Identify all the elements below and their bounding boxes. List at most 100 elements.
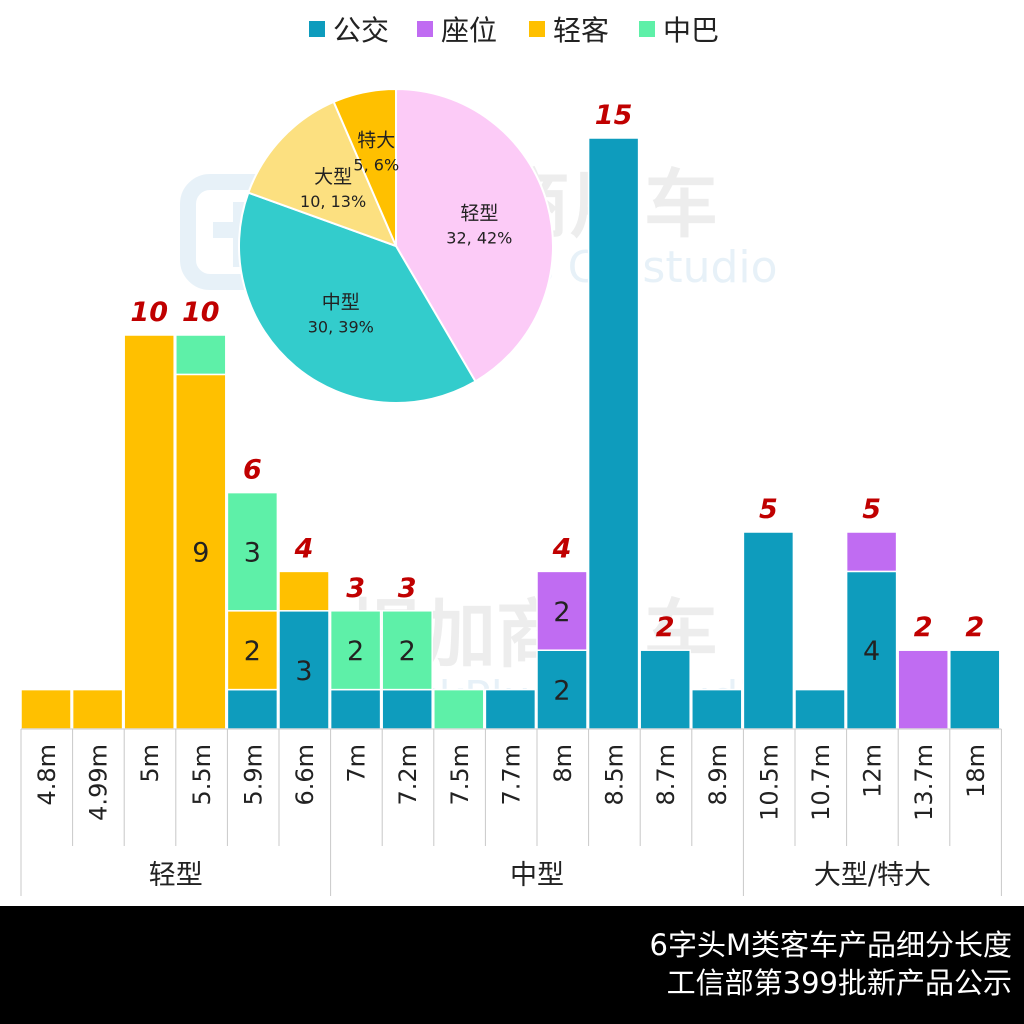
pie-slice-label: 轻型	[460, 202, 498, 224]
bar-segment	[536, 570, 588, 651]
bar-segment	[639, 649, 691, 730]
chart: 提加商用车TruckPlus CV studio提加商用车TruckPlus C…	[20, 14, 1002, 896]
bar-segment	[536, 649, 588, 730]
footer-subtitle: 工信部第399批新产品公示	[666, 966, 1012, 1000]
legend-item: 座位	[417, 14, 497, 47]
bar-segment	[226, 610, 279, 691]
total-label: 2	[914, 612, 933, 643]
x-tick-label: 4.8m	[33, 744, 61, 806]
legend-item: 公交	[309, 14, 389, 47]
pie-slice-value: 32, 42%	[446, 228, 512, 247]
bar-segment	[329, 610, 382, 691]
footer-title: 6字头M类客车产品细分长度	[649, 928, 1012, 962]
x-tick-label: 7.5m	[446, 744, 474, 806]
x-tick-label: 8m	[549, 744, 577, 783]
x-tick-label: 8.9m	[704, 744, 732, 806]
segment-label: 2	[347, 636, 364, 667]
total-label: 6	[243, 455, 262, 486]
total-label: 2	[965, 612, 984, 643]
legend-label: 中巴	[663, 14, 719, 47]
total-label: 5	[862, 494, 881, 525]
bar-segment	[278, 570, 330, 612]
bar-segment	[329, 688, 382, 730]
pie-slice	[247, 100, 398, 248]
segment-label: 2	[399, 636, 416, 667]
x-tick-label: 4.99m	[85, 744, 113, 821]
legend: 公交 座位 轻客 中巴	[309, 14, 719, 47]
pie-slice-value: 5, 6%	[353, 156, 399, 175]
x-tick-label: 10.5m	[755, 744, 783, 821]
legend-swatch	[417, 21, 433, 37]
x-tick-label: 6.6m	[291, 744, 319, 806]
segment-label: 3	[244, 538, 261, 569]
x-axis: 4.8m 4.99m 5m 5.5m 5.9m 6.6m 7m 7.2m 7.5m 7.7m 8m 8…	[20, 728, 1002, 896]
x-tick-label: 7.2m	[394, 744, 422, 806]
pie-slice-label: 特大	[357, 130, 395, 152]
bar-segment	[381, 610, 433, 691]
bar-segment	[949, 649, 1001, 730]
total-label: 10	[130, 297, 168, 328]
footer-banner: 6字头M类客车产品细分长度 工信部第399批新产品公示	[0, 906, 1024, 1024]
x-tick-label: 8.7m	[652, 744, 680, 806]
x-tick-label: 18m	[962, 744, 990, 798]
total-label: 2	[656, 612, 675, 643]
bar-plot-area: 10 10 6 4 3 3 4 15 2 5 5 2 2 9 3 2 3 2 2 2 2 4	[20, 100, 1001, 730]
x-tick-label: 5m	[136, 744, 164, 783]
legend-label: 座位	[441, 14, 497, 47]
total-label: 5	[759, 494, 778, 525]
x-tick-label: 13.7m	[910, 744, 938, 821]
total-label: 4	[552, 533, 572, 564]
total-label: 3	[398, 573, 417, 604]
x-tick-label: 8.5m	[601, 744, 629, 806]
legend-label: 轻客	[553, 14, 609, 47]
bar-segment	[175, 334, 227, 376]
x-tick-label: 10.7m	[807, 744, 835, 821]
bar-segment	[381, 688, 433, 730]
bar-segment	[226, 491, 279, 612]
pie-chart: 轻型 32, 42% 中型 30, 39% 大型 10, 13% 特大 5, 6%	[238, 87, 554, 404]
legend-item: 中巴	[639, 14, 719, 47]
x-tick-label: 7m	[343, 744, 371, 783]
segment-label: 9	[192, 538, 209, 569]
segment-label: 3	[295, 656, 312, 687]
total-label: 15	[595, 100, 633, 131]
legend-swatch	[639, 21, 655, 37]
bar-segment	[71, 688, 124, 730]
segment-label: 2	[553, 676, 570, 707]
segment-label: 4	[863, 636, 880, 667]
x-group-label: 轻型	[149, 860, 203, 891]
x-tick-label: 5.5m	[188, 744, 216, 806]
legend-label: 公交	[333, 14, 389, 47]
pie-slice-label: 大型	[314, 166, 352, 188]
pie-slice	[395, 87, 554, 383]
pie-slice-value: 30, 39%	[308, 317, 374, 336]
bar-segment	[587, 137, 640, 730]
bar-segment	[484, 688, 537, 730]
bar-segment	[845, 531, 898, 573]
bar-segment	[794, 688, 846, 730]
bar-segment	[278, 610, 330, 730]
pie-slice-value: 10, 13%	[300, 192, 366, 211]
pie-slice	[332, 87, 397, 247]
bar-segment	[123, 334, 175, 730]
total-label: 4	[294, 533, 314, 564]
bar-segment	[742, 531, 795, 730]
bar-segment	[20, 688, 72, 730]
x-group-label: 大型/特大	[814, 860, 931, 891]
bar-segment	[897, 649, 949, 730]
total-label: 3	[346, 573, 365, 604]
x-group-label: 中型	[510, 860, 564, 891]
bar-segment	[175, 373, 227, 730]
total-label: 10	[182, 297, 220, 328]
bar-segment	[691, 688, 743, 730]
x-tick-label: 7.7m	[497, 744, 525, 806]
pie-slice	[238, 191, 477, 404]
x-tick-label: 5.9m	[239, 744, 267, 806]
pie-slice-label: 中型	[322, 291, 360, 313]
segment-label: 2	[244, 636, 261, 667]
legend-item: 轻客	[529, 14, 609, 47]
bar-segment	[226, 688, 279, 730]
legend-swatch	[529, 21, 545, 37]
legend-swatch	[309, 21, 325, 37]
bar-segment	[433, 688, 485, 730]
